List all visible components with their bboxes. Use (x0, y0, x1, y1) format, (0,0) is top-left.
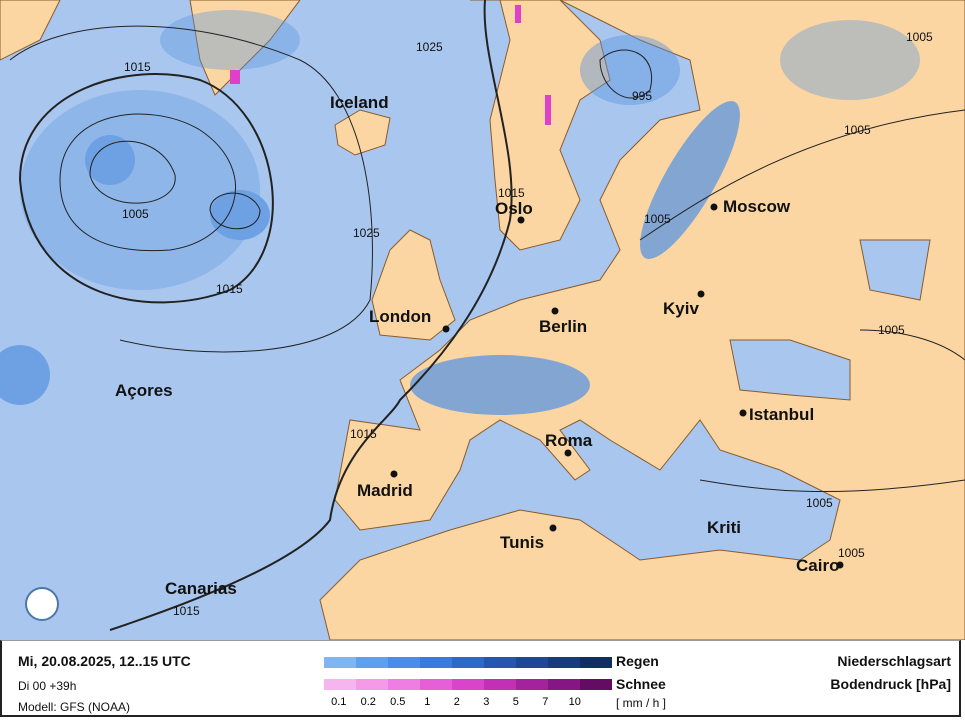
city-label-moscow: Moscow (723, 197, 791, 216)
isobar-label: 1005 (844, 123, 871, 137)
color-swatch (324, 679, 356, 690)
color-swatch (548, 657, 580, 668)
city-label-kyiv: Kyiv (663, 299, 699, 318)
color-swatch (452, 679, 484, 690)
snow-label: Schnee (616, 676, 666, 692)
city-label-roma: Roma (545, 431, 593, 450)
isobar-label: 1015 (350, 427, 377, 441)
rain-color-scale (324, 657, 612, 668)
model-run: Di 00 +39h (18, 679, 77, 693)
color-swatch (484, 657, 516, 668)
color-swatch (388, 657, 420, 668)
model-name: Modell: GFS (NOAA) (18, 700, 131, 714)
scale-tick: 2 (453, 696, 460, 708)
isobar-label: 995 (632, 89, 652, 103)
region-label-kriti: Kriti (707, 518, 741, 537)
color-swatch (388, 679, 420, 690)
color-swatch (420, 679, 452, 690)
city-label-cairo: Cairo (796, 556, 839, 575)
legend-panel: Mi, 20.08.2025, 12..15 UTC Di 00 +39h Mo… (0, 640, 961, 717)
isobar-label: 1005 (838, 546, 865, 560)
color-swatch (324, 657, 356, 668)
region-label-canarias: Canarias (165, 579, 237, 598)
scale-tick: 1 (424, 696, 431, 708)
scale-tick: 0.2 (360, 696, 376, 708)
city-label-tunis: Tunis (500, 533, 544, 552)
scale-ticks: 0.1 0.2 0.5 1 2 3 5 7 10 (324, 696, 590, 708)
region-label-iceland: Iceland (330, 93, 389, 112)
color-swatch (580, 679, 612, 690)
isobar-label: 1015 (173, 604, 200, 618)
scale-tick: 10 (568, 696, 581, 708)
city-label-london: London (369, 307, 431, 326)
globe-logo-icon[interactable] (25, 587, 59, 621)
isobar-label: 1015 (124, 60, 151, 74)
isobar-label: 1025 (353, 226, 380, 240)
isobar-label: 1005 (906, 30, 933, 44)
forecast-datetime: Mi, 20.08.2025, 12..15 UTC (18, 653, 191, 669)
city-dots (390, 203, 844, 569)
color-swatch (516, 657, 548, 668)
isobar-label: 1005 (806, 496, 833, 510)
city-label-istanbul: Istanbul (749, 405, 814, 424)
color-swatch (356, 679, 388, 690)
city-label-berlin: Berlin (539, 317, 587, 336)
isobar-label: 1005 (878, 323, 905, 337)
unit-label: [ mm / h ] (616, 696, 667, 710)
color-swatch (452, 657, 484, 668)
land (0, 0, 965, 640)
region-label-acores: Açores (115, 381, 173, 400)
isobar-label: 1025 (416, 40, 443, 54)
isobar-label: 1005 (644, 212, 671, 226)
scale-tick: 0.5 (390, 696, 406, 708)
color-swatch (484, 679, 516, 690)
isobar-label: 1015 (216, 282, 243, 296)
scale-tick: 5 (512, 696, 519, 708)
rain-label: Regen (616, 653, 659, 669)
weather-map: 1015 1025 995 1005 1005 1015 1005 1025 1… (0, 0, 965, 640)
legend-title-precip-type: Niederschlagsart (837, 653, 951, 669)
snow-color-scale (324, 679, 612, 690)
color-swatch (580, 657, 612, 668)
isobar-label: 1015 (498, 186, 525, 200)
city-labels: Oslo Moscow Kyiv Berlin London Istanbul … (357, 197, 839, 575)
city-label-oslo: Oslo (495, 199, 533, 218)
color-swatch (356, 657, 388, 668)
isobar-label: 1005 (122, 207, 149, 221)
city-label-madrid: Madrid (357, 481, 413, 500)
snow-areas (230, 5, 551, 125)
color-swatch (516, 679, 548, 690)
scale-tick: 7 (542, 696, 549, 708)
region-labels: Iceland Açores Canarias Kriti (115, 93, 741, 598)
isobars (9, 0, 965, 631)
scale-tick: 0.1 (331, 696, 347, 708)
color-swatch (548, 679, 580, 690)
scale-tick: 3 (483, 696, 490, 708)
color-swatch (420, 657, 452, 668)
legend-title-pressure: Bodendruck [hPa] (830, 676, 951, 692)
isobar-labels: 1015 1025 995 1005 1005 1015 1005 1025 1… (122, 30, 933, 618)
